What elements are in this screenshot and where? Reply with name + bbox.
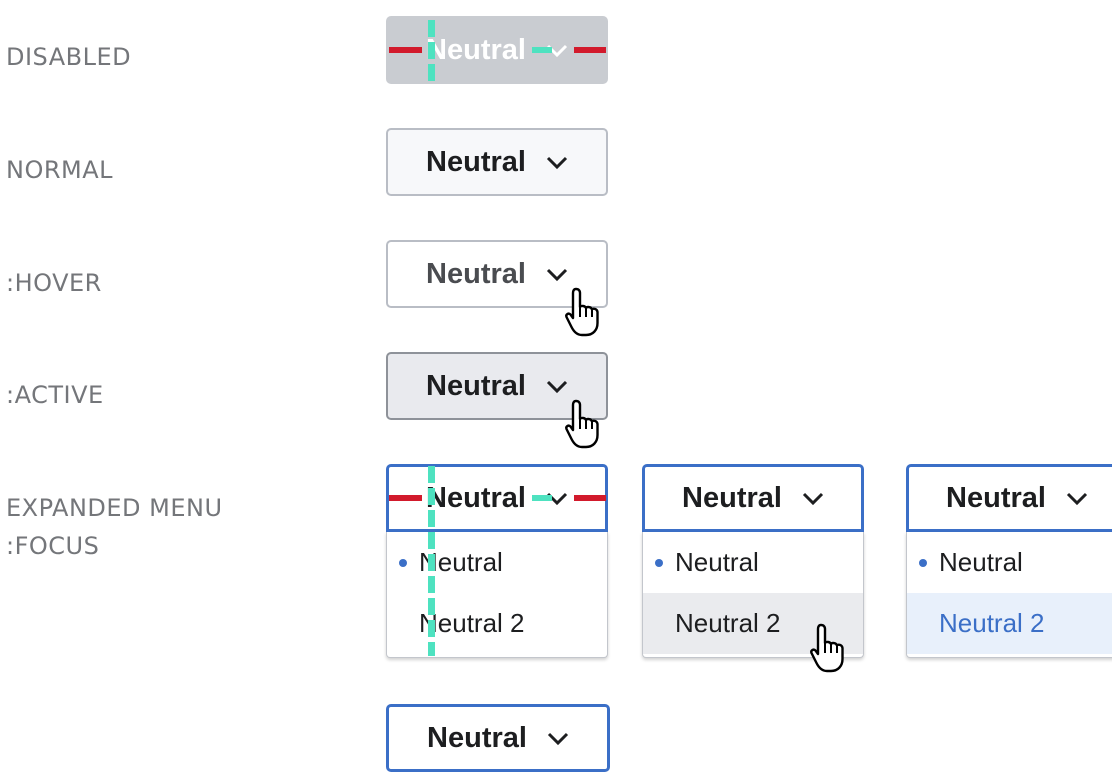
spacing-guide-teal	[428, 20, 435, 82]
menu-item-label: Neutral	[939, 547, 1023, 577]
dropdown-hover[interactable]: Neutral	[386, 240, 608, 308]
state-label-expanded-focus: EXPANDED MENU :FOCUS	[6, 494, 223, 560]
hand-pointer-icon	[565, 287, 599, 337]
dropdown-label: Neutral	[426, 33, 526, 66]
menu-item-neutral[interactable]: Neutral	[643, 532, 863, 593]
state-label-disabled: DISABLED	[6, 43, 132, 71]
chevron-down-icon	[546, 156, 568, 170]
selected-dot-icon	[655, 559, 663, 567]
menu-item-neutral[interactable]: Neutral	[907, 532, 1112, 593]
dropdown-label: Neutral	[426, 145, 526, 178]
spacing-guide-red	[389, 47, 422, 53]
chevron-down-icon	[546, 380, 568, 394]
dropdown-label: Neutral	[427, 721, 527, 754]
spacing-guide-teal	[532, 47, 552, 53]
selected-dot-icon	[919, 559, 927, 567]
menu-item-label: Neutral 2	[419, 608, 525, 638]
chevron-down-icon	[802, 492, 824, 506]
spacing-guide-red	[574, 495, 606, 501]
spacing-guide-teal	[532, 495, 552, 501]
selected-dot-icon	[399, 559, 407, 567]
menu-item-neutral[interactable]: Neutral	[387, 532, 607, 593]
spacing-guide-red	[389, 495, 422, 501]
menu-item-label: Neutral 2	[939, 608, 1045, 638]
chevron-down-icon	[546, 268, 568, 282]
chevron-down-icon	[547, 732, 569, 746]
dropdown-expanded[interactable]: Neutral	[386, 464, 608, 532]
hand-pointer-icon	[565, 399, 599, 449]
menu-item-neutral-2[interactable]: Neutral 2	[387, 593, 607, 654]
dropdown-focus[interactable]: Neutral	[386, 704, 610, 772]
dropdown-label: Neutral	[682, 481, 782, 514]
dropdown-label: Neutral	[426, 257, 526, 290]
menu-item-neutral-2[interactable]: Neutral 2	[907, 593, 1112, 654]
dropdown-expanded[interactable]: Neutral	[642, 464, 864, 532]
state-label-normal: NORMAL	[6, 156, 114, 184]
dropdown-label: Neutral	[946, 481, 1046, 514]
dropdown-menu: Neutral Neutral 2	[386, 532, 608, 658]
dropdown-expanded[interactable]: Neutral	[906, 464, 1112, 532]
state-label-active: :ACTIVE	[6, 381, 104, 409]
dropdown-label: Neutral	[426, 481, 526, 514]
state-label-hover: :HOVER	[6, 269, 102, 297]
dropdown-normal[interactable]: Neutral	[386, 128, 608, 196]
spacing-guide-red	[574, 47, 606, 53]
menu-item-label: Neutral	[675, 547, 759, 577]
spacing-guide-teal	[428, 466, 435, 656]
menu-item-label: Neutral 2	[675, 608, 781, 638]
chevron-down-icon	[1066, 492, 1088, 506]
dropdown-label: Neutral	[426, 369, 526, 402]
dropdown-menu: Neutral Neutral 2	[906, 532, 1112, 658]
dropdown-active[interactable]: Neutral	[386, 352, 608, 420]
hand-pointer-icon	[810, 623, 844, 673]
dropdown-disabled: Neutral	[386, 16, 608, 84]
